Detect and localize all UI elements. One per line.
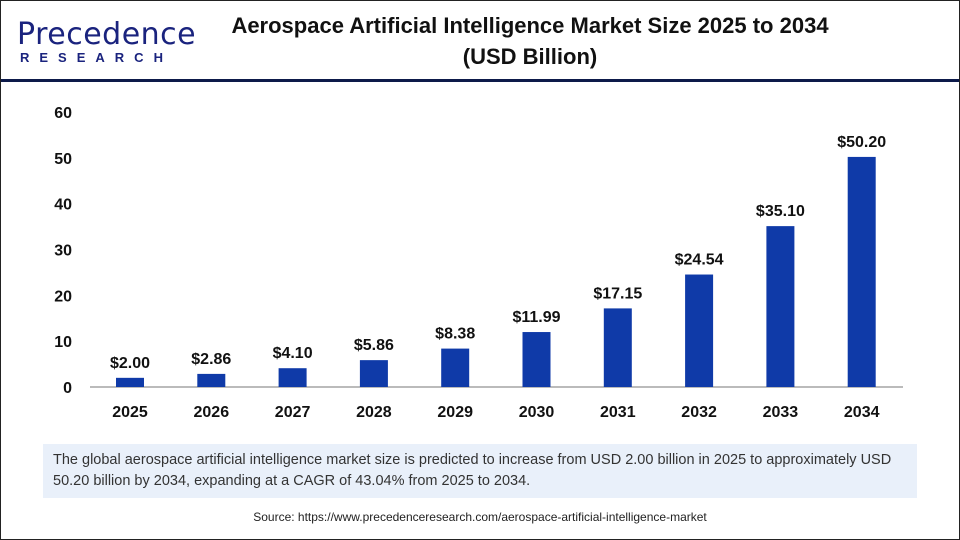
x-tick-label: 2025 xyxy=(112,404,148,421)
data-label: $8.38 xyxy=(435,326,475,343)
data-label: $2.00 xyxy=(110,355,150,372)
data-label: $4.10 xyxy=(273,345,313,362)
data-label: $50.20 xyxy=(837,134,886,151)
bar xyxy=(359,360,388,387)
bar xyxy=(278,368,307,387)
logo: Precedence RESEARCH xyxy=(17,20,196,66)
x-tick-label: 2029 xyxy=(437,404,473,421)
x-tick-label: 2031 xyxy=(600,404,636,421)
data-label: $2.86 xyxy=(191,351,231,368)
y-tick-label: 20 xyxy=(54,288,72,305)
data-label: $24.54 xyxy=(675,252,724,269)
y-tick-label: 60 xyxy=(54,105,72,122)
header-divider xyxy=(0,79,960,82)
data-label: $35.10 xyxy=(756,203,805,220)
data-label: $17.15 xyxy=(593,285,642,302)
y-tick-label: 30 xyxy=(54,243,72,260)
x-tick-label: 2030 xyxy=(519,404,555,421)
chart-title: Aerospace Artificial Intelligence Market… xyxy=(231,13,829,69)
x-tick-label: 2032 xyxy=(681,404,717,421)
bar xyxy=(603,308,632,387)
y-tick-label: 10 xyxy=(54,334,72,351)
bar xyxy=(197,373,226,387)
data-label: $11.99 xyxy=(512,309,560,326)
y-tick-label: 0 xyxy=(63,380,72,397)
x-tick-label: 2028 xyxy=(356,404,392,421)
data-label: $5.86 xyxy=(354,337,394,354)
bar xyxy=(441,348,470,387)
bar xyxy=(685,274,714,387)
x-tick-label: 2026 xyxy=(194,404,230,421)
caption: The global aerospace artificial intellig… xyxy=(43,444,917,498)
logo-line1: Precedence xyxy=(17,17,197,52)
bar xyxy=(847,156,876,387)
x-tick-label: 2034 xyxy=(844,404,880,421)
bar xyxy=(766,226,795,387)
x-tick-label: 2027 xyxy=(275,404,311,421)
y-tick-label: 40 xyxy=(54,197,72,214)
bar xyxy=(116,377,144,387)
y-tick-label: 50 xyxy=(54,151,72,168)
x-tick-label: 2033 xyxy=(763,404,799,421)
logo-line2: RESEARCH xyxy=(20,50,173,65)
source: Source: https://www.precedenceresearch.c… xyxy=(253,510,707,524)
bar xyxy=(522,332,551,387)
